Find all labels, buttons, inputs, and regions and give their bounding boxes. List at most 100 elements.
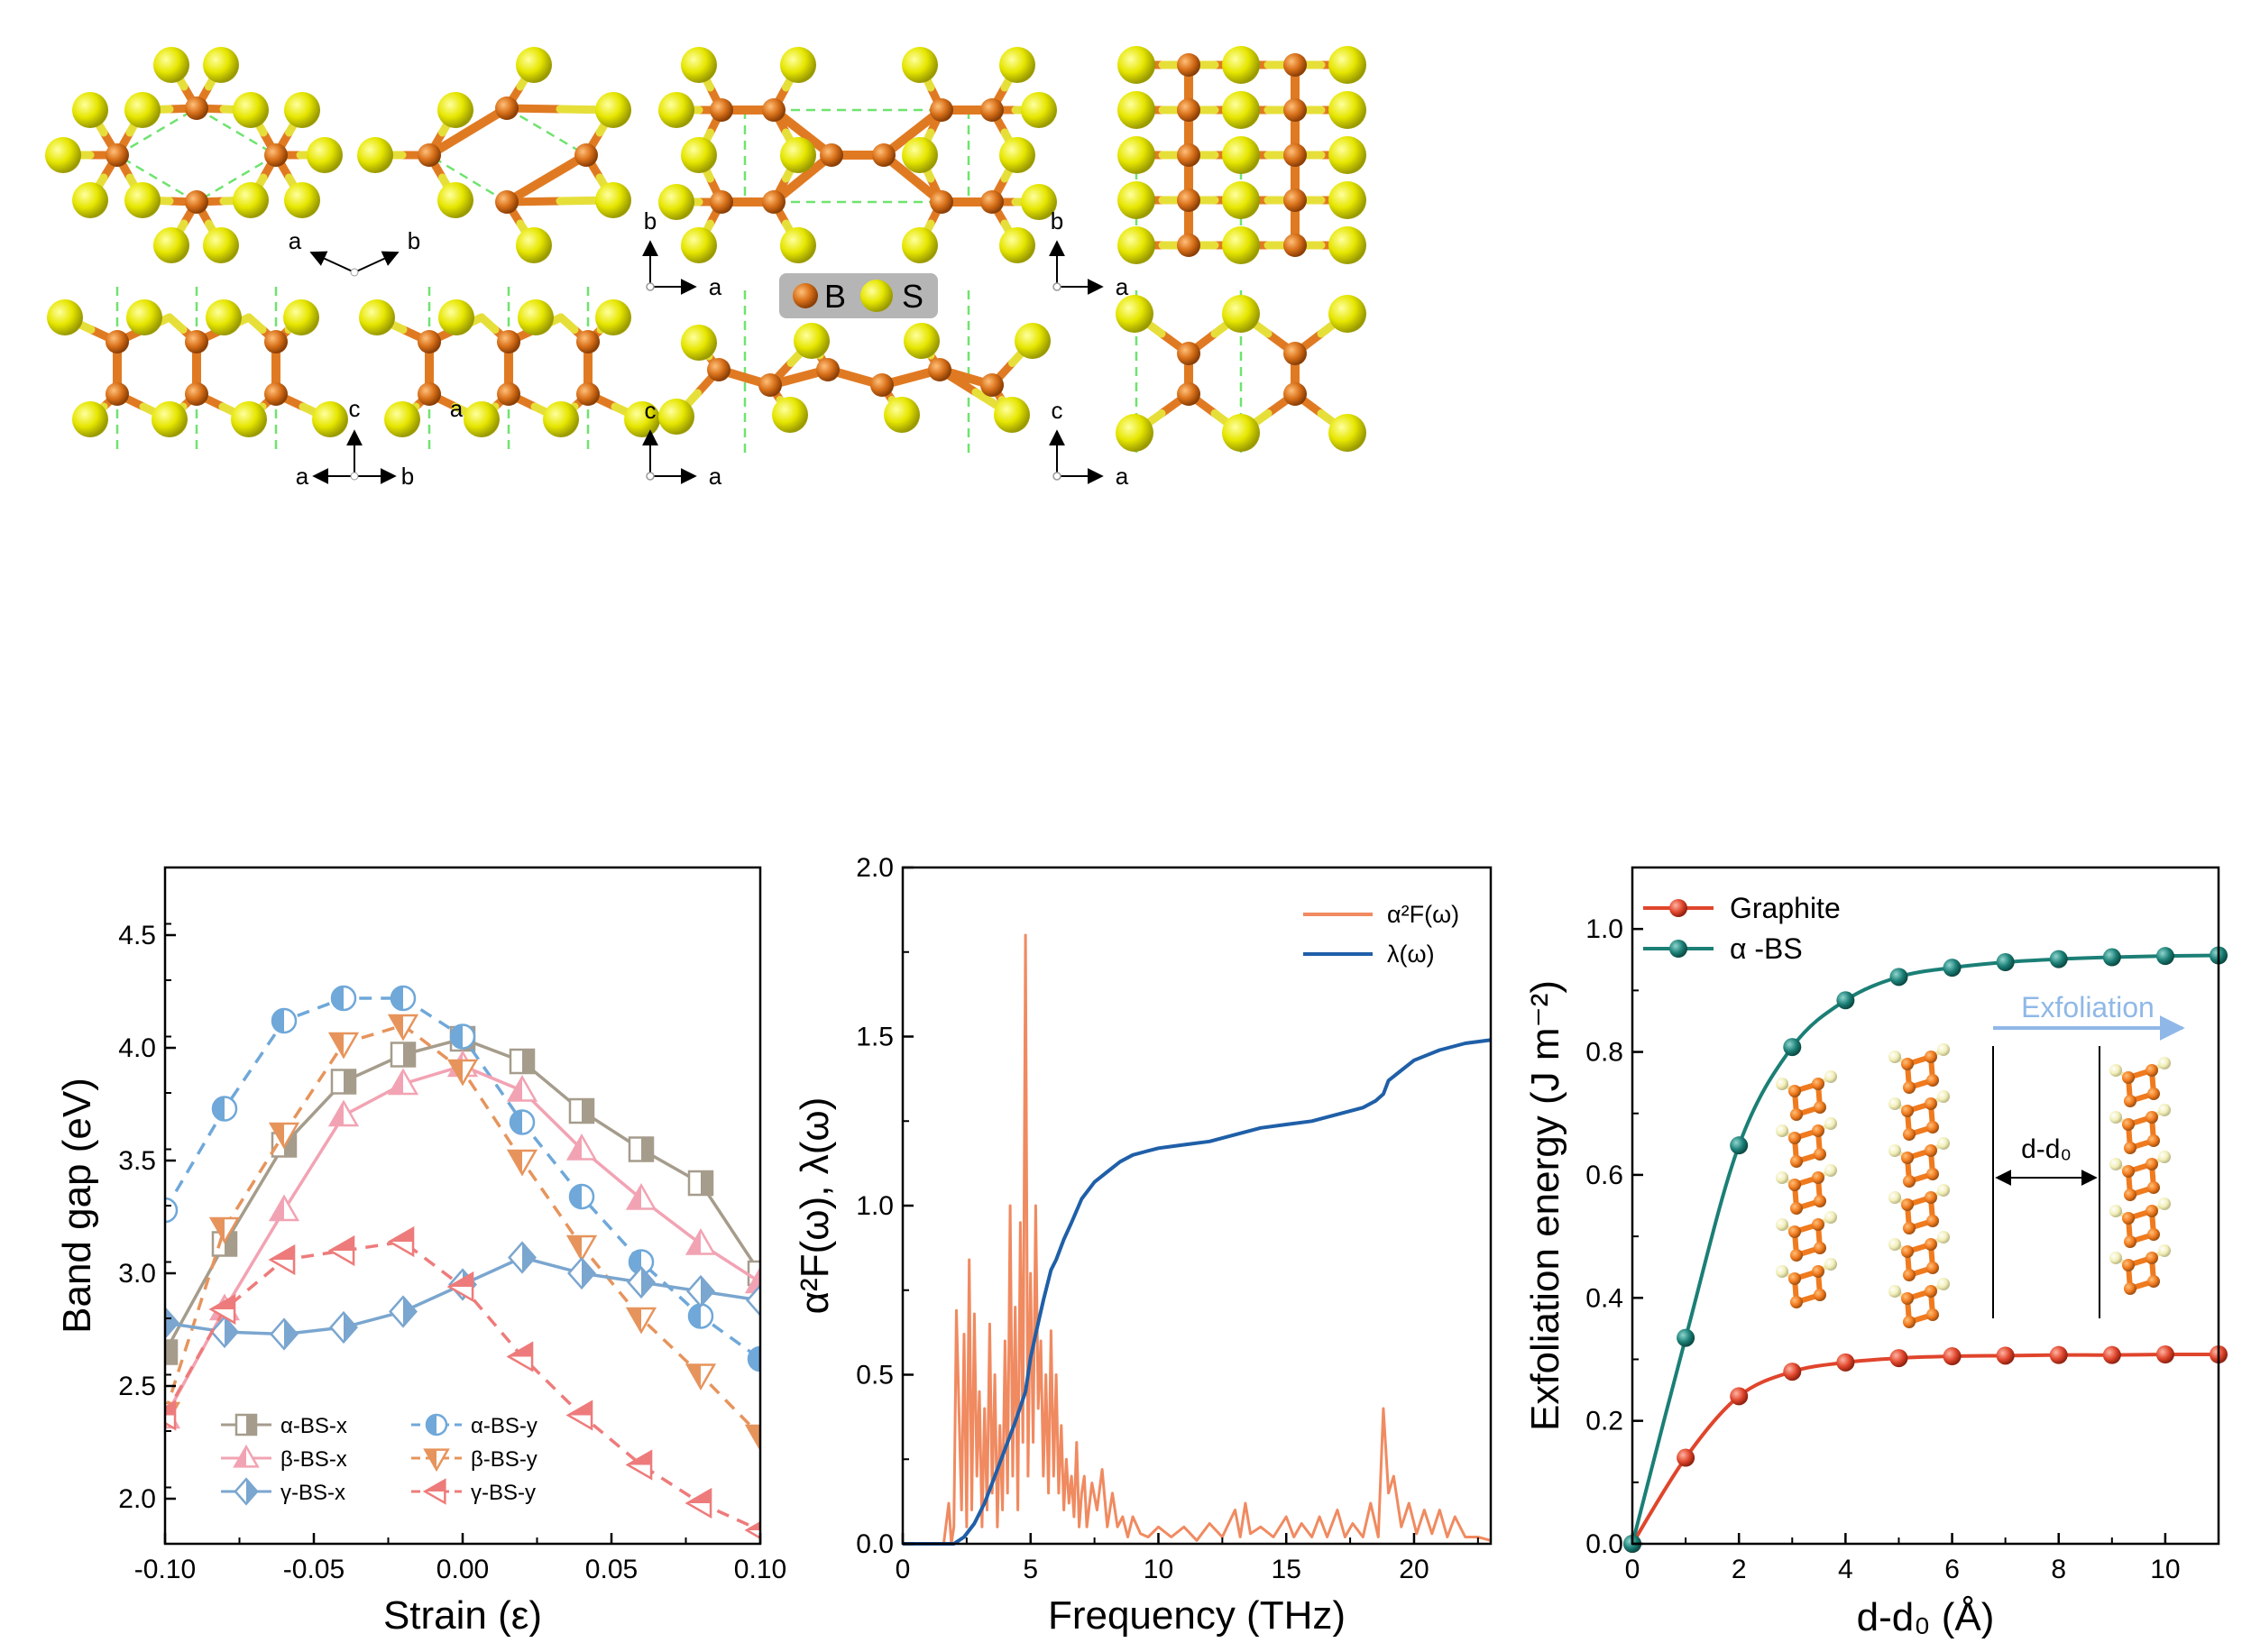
inset-b-atom: [2124, 1095, 2136, 1107]
data-point-fill: [330, 1102, 344, 1126]
data-point-fill: [628, 1451, 652, 1465]
inset-b-atom: [1903, 1175, 1916, 1188]
boron-atom: [185, 190, 208, 214]
x-tick-label: 0.10: [734, 1555, 786, 1584]
y-tick-label: 0.0: [856, 1529, 894, 1559]
boron-atom: [264, 330, 288, 353]
inset-s-atom: [2158, 1151, 2171, 1163]
data-point-fill: [225, 1317, 238, 1347]
inset-s-atom: [1937, 1231, 1950, 1244]
data-point: [746, 1283, 760, 1317]
sulfur-atom: [124, 182, 161, 218]
inset-b-atom: [1790, 1108, 1803, 1121]
axis-origin: [1052, 282, 1061, 291]
inset-b-atom: [1790, 1202, 1803, 1215]
boron-atom: [816, 358, 840, 381]
data-point-fill: [271, 1197, 284, 1221]
series-α-BS-y: [165, 985, 760, 1372]
inset-b-atom: [2124, 1235, 2136, 1248]
y-tick-label: 0.2: [1585, 1407, 1623, 1436]
data-point-fill: [641, 1267, 655, 1298]
gap-label: d-d₀: [2021, 1134, 2072, 1164]
data-point-fill: [641, 1137, 653, 1161]
x-axis-label: Frequency (THz): [1048, 1593, 1346, 1638]
sulfur-atom: [681, 227, 717, 263]
inset-b-atom: [2124, 1189, 2136, 1201]
sulfur-atom: [1117, 181, 1155, 219]
y-tick-label: 2.0: [118, 1484, 156, 1514]
data-point: [1730, 1387, 1749, 1406]
layer-drawing: [1776, 1070, 1837, 1308]
bond-bb: [502, 151, 591, 206]
inset-b-atom: [1788, 1272, 1801, 1285]
inset-s-atom: [1937, 1090, 1950, 1103]
inset-s-atom: [1824, 1070, 1837, 1083]
data-point-fill: [568, 1235, 582, 1260]
inset-b-atom: [1790, 1155, 1803, 1168]
boron-atom: [574, 143, 598, 167]
alpha-side-view: c a b: [47, 287, 414, 490]
inset-s-atom: [1888, 1238, 1901, 1251]
y-tick-label: 1.5: [856, 1023, 894, 1052]
boron-atom: [710, 98, 733, 122]
x-tick-label: 5: [1023, 1555, 1038, 1584]
sulfur-atom: [780, 227, 816, 263]
bond-bb: [425, 104, 511, 160]
x-tick-label: 20: [1399, 1555, 1429, 1584]
sulfur-atom: [206, 299, 242, 335]
inset-s-atom: [1888, 1097, 1901, 1110]
boron-atom: [1177, 382, 1200, 406]
sulfur-atom: [359, 299, 395, 335]
inset-s-atom: [2109, 1252, 2122, 1264]
inset-s-atom: [2109, 1064, 2122, 1077]
axis-label-a: a: [289, 227, 302, 254]
data-point-fill: [509, 1343, 533, 1357]
inset-b-atom: [2147, 1275, 2160, 1288]
sulfur-atom: [72, 401, 108, 437]
sulfur-atom: [384, 401, 420, 437]
sulfur-atom: [284, 182, 320, 218]
sulfur-atom: [860, 280, 893, 312]
axis-label-v: b: [644, 207, 657, 234]
inset-b-atom: [1790, 1296, 1803, 1308]
inset-s-atom: [1888, 1191, 1901, 1204]
bond-bb: [879, 106, 946, 160]
y-tick-label: 2.5: [118, 1372, 156, 1401]
inset-s-atom: [1776, 1218, 1788, 1231]
x-tick-label: 6: [1944, 1555, 1960, 1584]
data-point-fill: [522, 1050, 534, 1073]
sulfur-atom: [595, 182, 631, 218]
sulfur-atom: [283, 299, 319, 335]
y-tick-label: 1.0: [856, 1191, 894, 1221]
inset-b-atom: [2124, 1142, 2136, 1154]
data-point-fill: [344, 1312, 357, 1343]
axis-label-h: a: [709, 273, 722, 300]
inset-b-atom: [2146, 1252, 2158, 1264]
data-point-fill: [213, 1097, 225, 1121]
data-point-fill: [234, 1446, 246, 1467]
data-point-fill: [749, 1347, 760, 1371]
exfoliation-chart: 0 2 4 6 8 10 0.0 0.2 0.4 0.6 0.8 1.0 d-d₀ (Å) Exfolia…: [1523, 866, 2228, 1639]
y-tick-label: 3.5: [118, 1146, 156, 1176]
sulfur-atom: [516, 227, 552, 263]
sulfur-atom: [780, 47, 816, 83]
boron-atom: [264, 143, 288, 167]
series-γ-BS-y: [165, 1225, 760, 1540]
cell-line: [116, 106, 198, 157]
bond-s-half: [477, 313, 500, 334]
inset-b-atom: [2147, 1088, 2160, 1100]
gamma-top-view: a b B S: [642, 47, 1057, 318]
inset-b-atom: [1814, 1289, 1826, 1301]
y-tick-label: 0.8: [1585, 1038, 1623, 1068]
legend-entry: α-BS-y: [471, 1414, 538, 1438]
inset-s-atom: [2109, 1158, 2122, 1170]
sulfur-atom: [1116, 295, 1153, 333]
data-point-fill: [747, 1522, 760, 1530]
beta-side-view: a: [359, 287, 660, 451]
inset-b-atom: [1788, 1179, 1801, 1191]
sulfur-atom: [1015, 323, 1051, 359]
boron-atom: [1177, 342, 1200, 365]
sulfur-atom: [1222, 46, 1260, 84]
